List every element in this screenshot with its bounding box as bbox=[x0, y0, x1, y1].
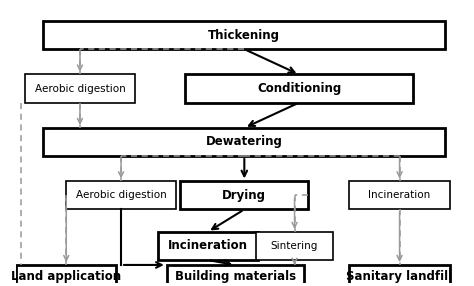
Text: Land application: Land application bbox=[11, 270, 121, 283]
FancyBboxPatch shape bbox=[185, 74, 413, 103]
FancyBboxPatch shape bbox=[349, 181, 450, 209]
Text: Dewatering: Dewatering bbox=[206, 136, 283, 148]
FancyBboxPatch shape bbox=[167, 265, 304, 286]
FancyBboxPatch shape bbox=[157, 232, 258, 260]
Text: Sintering: Sintering bbox=[271, 241, 318, 251]
FancyBboxPatch shape bbox=[44, 21, 445, 49]
Text: Thickening: Thickening bbox=[209, 29, 280, 42]
Text: Conditioning: Conditioning bbox=[257, 82, 341, 95]
FancyBboxPatch shape bbox=[16, 265, 117, 286]
Text: Incineration: Incineration bbox=[368, 190, 431, 200]
Text: Building materials: Building materials bbox=[174, 270, 296, 283]
Text: Aerobic digestion: Aerobic digestion bbox=[35, 84, 125, 94]
Text: Incineration: Incineration bbox=[168, 239, 248, 253]
FancyBboxPatch shape bbox=[25, 74, 135, 103]
Text: Aerobic digestion: Aerobic digestion bbox=[76, 190, 166, 200]
FancyBboxPatch shape bbox=[256, 232, 333, 260]
FancyBboxPatch shape bbox=[349, 265, 450, 286]
FancyBboxPatch shape bbox=[66, 181, 176, 209]
Text: Sanitary landfill: Sanitary landfill bbox=[346, 270, 453, 283]
FancyBboxPatch shape bbox=[181, 181, 308, 209]
Text: Drying: Drying bbox=[222, 189, 266, 202]
FancyBboxPatch shape bbox=[44, 128, 445, 156]
